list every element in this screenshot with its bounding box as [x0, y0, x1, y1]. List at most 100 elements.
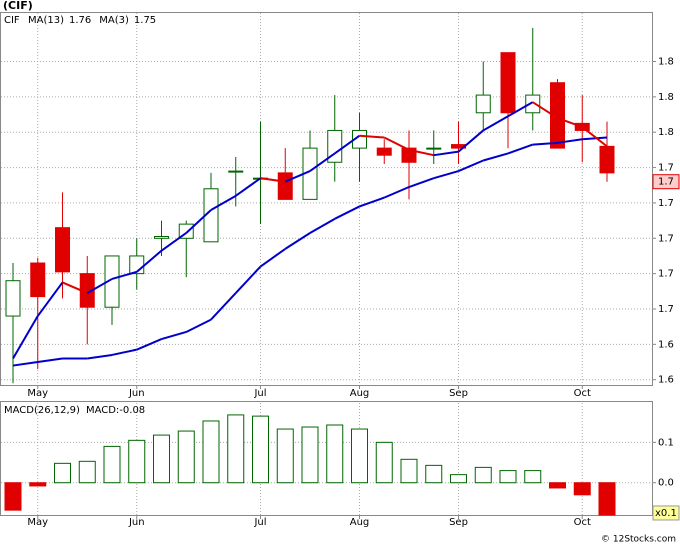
macd-bar — [425, 464, 443, 484]
ma-line — [37, 357, 63, 364]
ma-line — [383, 186, 410, 199]
ma-line — [532, 141, 558, 146]
ma-line — [210, 194, 237, 211]
ma-line — [482, 152, 509, 162]
y-tick-label: 1.8 — [658, 127, 674, 138]
ma-line — [62, 281, 88, 294]
ma-line — [12, 361, 38, 367]
legend-value: 1.75 — [134, 15, 156, 26]
candle-body — [30, 262, 46, 298]
ma-line — [433, 170, 459, 180]
candle-body — [525, 94, 541, 114]
x-tick-label: Jun — [128, 388, 145, 399]
macd-bar — [598, 482, 616, 516]
ma-line — [334, 134, 361, 155]
ma-line — [359, 134, 385, 139]
candle-body — [277, 172, 293, 200]
y-tick-label: 1.7 — [658, 163, 674, 174]
macd-bar — [301, 426, 319, 484]
y-tick-label: 0.0 — [658, 478, 674, 489]
ma-line — [160, 232, 187, 252]
ma-line — [185, 318, 212, 333]
macd-bar — [573, 482, 591, 496]
macd-bar — [326, 424, 344, 484]
x-tick-label: May — [27, 388, 48, 399]
legend-value: 1.76 — [69, 15, 91, 26]
x-tick-label: Jul — [253, 517, 266, 528]
macd-marker-label: x0.1 — [655, 508, 677, 519]
ma-line — [433, 150, 459, 157]
macd-bar — [499, 470, 517, 484]
candle-body — [104, 255, 120, 308]
macd-bar — [153, 434, 170, 484]
candle-body — [5, 280, 21, 317]
macd-bar — [202, 420, 220, 484]
legend-label: MA(13) — [28, 15, 64, 26]
macd-bar — [227, 414, 245, 484]
ma-line — [284, 170, 311, 183]
macd-bar — [78, 460, 96, 484]
ma-line — [408, 177, 435, 188]
ma-line — [334, 205, 360, 220]
ma-line — [359, 196, 385, 208]
macd-bar — [252, 415, 269, 484]
macd-bar — [103, 445, 121, 484]
ma-line — [582, 136, 608, 141]
macd-frame — [0, 401, 653, 516]
ma-line — [161, 331, 187, 340]
chart-title: (CIF) — [3, 0, 33, 12]
ma-line — [309, 217, 336, 234]
x-tick-label: Sep — [449, 388, 468, 399]
ma-line — [284, 232, 311, 250]
ma-line — [482, 115, 509, 132]
ma-line — [581, 126, 608, 148]
macd-bar — [54, 462, 71, 484]
ma-line — [457, 129, 484, 153]
ma-line — [557, 117, 583, 128]
ma-line — [309, 152, 336, 172]
y-tick-label: 0.1 — [658, 437, 674, 448]
ma-line — [383, 136, 410, 151]
macd-value: MACD:-0.08 — [86, 405, 145, 416]
candle-body — [327, 129, 343, 163]
ma-line — [136, 249, 163, 273]
candle-body — [475, 94, 491, 114]
macd-bar — [524, 470, 542, 484]
ma-line — [408, 148, 434, 157]
y-tick-label: 1.8 — [658, 56, 674, 67]
ma-line — [36, 281, 64, 317]
macd-bar — [276, 428, 294, 484]
ma-line — [507, 143, 534, 155]
candle-body — [154, 236, 169, 239]
macd-bar — [400, 458, 418, 484]
x-tick-label: Sep — [449, 517, 468, 528]
candle-body — [376, 147, 392, 156]
candle-body — [550, 82, 565, 149]
price-marker-box — [652, 174, 680, 190]
ma-line — [86, 278, 113, 294]
ma-line — [557, 138, 583, 144]
legend-ticker: CIF — [4, 15, 20, 26]
y-tick-label: 1.7 — [658, 233, 674, 244]
macd-bar — [4, 482, 22, 511]
y-tick-label: 1.7 — [658, 304, 674, 315]
y-tick-label: 1.6 — [658, 339, 674, 350]
candle-body — [599, 145, 615, 174]
ma-line — [235, 265, 262, 294]
candle-body — [228, 170, 244, 173]
ma-line — [185, 209, 212, 234]
price-frame — [0, 12, 653, 386]
ma-line — [458, 159, 484, 173]
ma-line — [259, 248, 286, 268]
price-marker-label: 1.7 — [658, 177, 674, 188]
ma-line — [235, 177, 262, 197]
macd-bar — [177, 430, 195, 484]
x-tick-label: May — [27, 517, 48, 528]
x-tick-label: Oct — [574, 388, 591, 399]
y-tick-label: 1.6 — [658, 375, 674, 386]
macd-bar — [474, 466, 492, 484]
x-tick-label: Aug — [350, 517, 370, 528]
y-tick-label: 1.7 — [658, 269, 674, 280]
candle-body — [500, 52, 516, 114]
